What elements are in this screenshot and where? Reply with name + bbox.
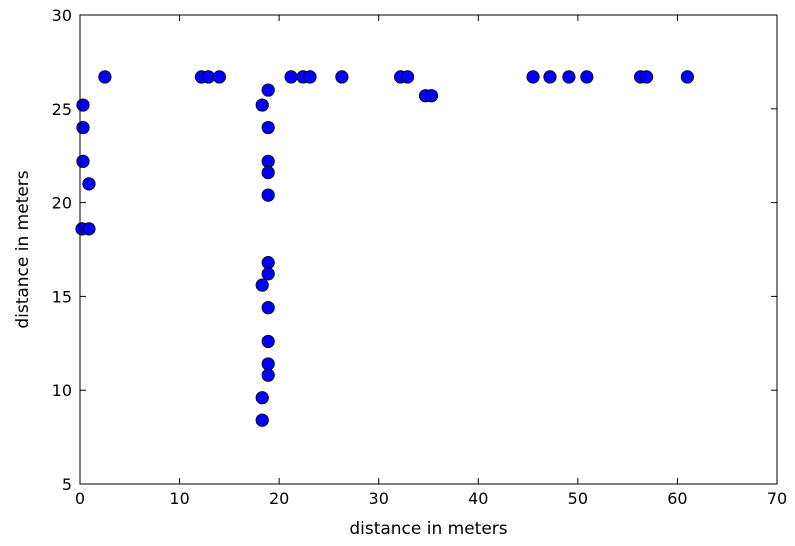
y-tick-label: 30 (52, 6, 72, 25)
data-point (261, 154, 275, 168)
data-point (526, 70, 540, 84)
data-point (261, 267, 275, 281)
data-point (400, 70, 415, 84)
data-point (201, 70, 216, 84)
data-point (261, 120, 275, 135)
y-tick-label: 5 (62, 475, 72, 494)
data-point (303, 70, 317, 84)
data-point (261, 165, 275, 180)
data-point (261, 83, 275, 97)
data-point (680, 70, 694, 84)
data-point (255, 98, 269, 112)
x-tick-label: 0 (75, 489, 85, 508)
data-point (261, 188, 275, 202)
data-points (75, 70, 694, 427)
data-point (580, 70, 594, 84)
y-tick-label: 25 (52, 100, 72, 119)
data-point (82, 177, 96, 191)
x-tick-label: 10 (169, 489, 189, 508)
data-point (82, 222, 96, 236)
data-point (261, 301, 275, 315)
data-point (543, 70, 557, 84)
data-point (261, 334, 275, 349)
data-point (335, 70, 349, 84)
tick-labels: 0 10 20 30 40 50 60 70 5 10 15 20 25 30 (52, 6, 788, 508)
x-tick-label: 50 (568, 489, 588, 508)
data-point (562, 70, 576, 84)
data-point (76, 120, 90, 135)
data-point (284, 70, 298, 84)
axis-ticks (79, 14, 778, 485)
x-axis-label: distance in meters (349, 519, 507, 539)
x-tick-label: 30 (369, 489, 389, 508)
plot-frame (79, 14, 778, 485)
x-tick-label: 70 (767, 489, 787, 508)
data-point (639, 70, 654, 84)
data-point (76, 154, 90, 168)
y-tick-label: 15 (52, 287, 72, 306)
data-point (424, 89, 439, 103)
data-point (261, 357, 275, 371)
data-point (76, 98, 90, 112)
data-point (212, 70, 226, 84)
y-tick-label: 10 (52, 381, 72, 400)
data-point (261, 368, 275, 382)
y-axis-label: distance in meters (13, 170, 33, 328)
data-point (255, 391, 269, 405)
x-tick-label: 40 (468, 489, 488, 508)
data-point (255, 413, 269, 427)
x-tick-label: 20 (269, 489, 289, 508)
data-point (255, 278, 269, 292)
y-tick-label: 20 (52, 194, 72, 213)
x-tick-label: 60 (667, 489, 687, 508)
data-point (98, 70, 112, 84)
data-point (261, 256, 275, 270)
